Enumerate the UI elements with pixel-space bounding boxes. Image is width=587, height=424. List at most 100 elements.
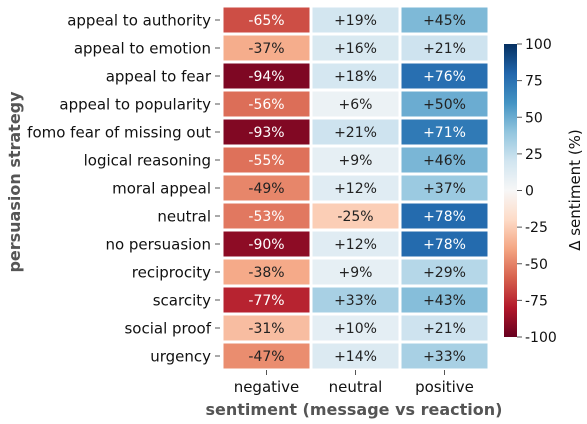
heatmap-cell <box>401 63 488 89</box>
heatmap-cell <box>223 203 310 229</box>
heatmap-cell <box>223 91 310 117</box>
heatmap-cells: -65% +19% +45% -37% +16% +21% -94% +18% +76% -56%… <box>223 7 488 369</box>
colorbar-tick-label: 50 <box>525 110 543 126</box>
heatmap-cell <box>401 91 488 117</box>
colorbar-tick-label: 100 <box>525 37 552 53</box>
colorbar-ticks: 100 75 50 25 0 -25 -50 -75 -100 <box>517 37 557 346</box>
row-label: scarcity <box>153 292 211 310</box>
cell-value-label: +6% <box>339 97 373 113</box>
row-label: appeal to emotion <box>74 40 211 58</box>
heatmap-cell <box>223 147 310 173</box>
cell-value-label: +21% <box>423 321 466 337</box>
heatmap-cell <box>223 35 310 61</box>
heatmap-cell <box>401 343 488 369</box>
cell-value-label: +21% <box>423 41 466 57</box>
heatmap-cell <box>401 119 488 145</box>
cell-value-label: +45% <box>423 13 466 29</box>
heatmap-cell <box>401 147 488 173</box>
row-label: no persuasion <box>105 236 211 254</box>
colorbar-tick-label: 0 <box>525 184 534 200</box>
cell-value-label: +43% <box>423 293 466 309</box>
row-label: appeal to authority <box>67 12 211 30</box>
heatmap-cell <box>312 91 399 117</box>
cell-value-label: +16% <box>334 41 377 57</box>
cell-value-label: -31% <box>248 321 284 337</box>
heatmap-cell <box>223 259 310 285</box>
cell-value-label: +71% <box>423 125 466 141</box>
cell-value-label: -93% <box>248 125 284 141</box>
column-label: neutral <box>329 378 383 396</box>
cell-value-label: -37% <box>248 41 284 57</box>
cell-value-label: +78% <box>423 237 466 253</box>
cell-value-label: -38% <box>248 265 284 281</box>
heatmap-cell <box>312 175 399 201</box>
heatmap-cell <box>401 7 488 33</box>
heatmap-cell <box>312 287 399 313</box>
colorbar-tick-label: -100 <box>525 330 557 346</box>
row-label: social proof <box>124 320 211 338</box>
cell-value-label: +19% <box>334 13 377 29</box>
column-labels: negative neutral positive <box>234 370 474 396</box>
cell-value-label: +78% <box>423 209 466 225</box>
heatmap-cell <box>401 175 488 201</box>
heatmap-cell <box>312 7 399 33</box>
row-label: appeal to fear <box>106 68 212 86</box>
cell-value-label: +29% <box>423 265 466 281</box>
cell-value-label: +10% <box>334 321 377 337</box>
cell-value-label: -55% <box>248 153 284 169</box>
heatmap-cell <box>223 63 310 89</box>
heatmap-cell <box>401 259 488 285</box>
cell-value-label: -53% <box>248 209 284 225</box>
colorbar-tick-label: 25 <box>525 147 543 163</box>
row-label: appeal to popularity <box>59 96 211 114</box>
heatmap-cell <box>312 35 399 61</box>
row-label: logical reasoning <box>84 152 211 170</box>
heatmap-cell <box>401 287 488 313</box>
colorbar-tick-label: -50 <box>525 257 548 273</box>
cell-value-label: +37% <box>423 181 466 197</box>
row-label: urgency <box>150 348 211 366</box>
row-label: neutral <box>157 208 211 226</box>
cell-value-label: +46% <box>423 153 466 169</box>
heatmap-cell <box>223 175 310 201</box>
colorbar-tick-label: -25 <box>525 220 548 236</box>
cell-value-label: -90% <box>248 237 284 253</box>
colorbar-label: Δ sentiment (%) <box>566 129 584 251</box>
heatmap-cell <box>312 119 399 145</box>
heatmap-cell <box>401 315 488 341</box>
cell-value-label: +12% <box>334 181 377 197</box>
cell-value-label: -49% <box>248 181 284 197</box>
row-label: reciprocity <box>132 264 211 282</box>
colorbar: 100 75 50 25 0 -25 -50 -75 -100 Δ sentiment (%) <box>504 37 584 346</box>
cell-value-label: +33% <box>423 349 466 365</box>
column-label: negative <box>234 378 300 396</box>
row-label: fomo fear of missing out <box>27 124 211 142</box>
heatmap-cell <box>312 343 399 369</box>
heatmap-cell <box>401 231 488 257</box>
heatmap-cell <box>312 63 399 89</box>
cell-value-label: +18% <box>334 69 377 85</box>
heatmap-cell <box>223 315 310 341</box>
cell-value-label: +9% <box>339 153 373 169</box>
heatmap-cell <box>312 315 399 341</box>
cell-value-label: -25% <box>337 209 373 225</box>
cell-value-label: +50% <box>423 97 466 113</box>
heatmap-cell <box>223 231 310 257</box>
cell-value-label: +12% <box>334 237 377 253</box>
cell-value-label: +76% <box>423 69 466 85</box>
heatmap-cell <box>312 203 399 229</box>
cell-value-label: +21% <box>334 125 377 141</box>
colorbar-tick-label: 75 <box>525 74 543 90</box>
heatmap-cell <box>223 7 310 33</box>
heatmap-cell <box>401 35 488 61</box>
cell-value-label: +9% <box>339 265 373 281</box>
cell-value-label: -94% <box>248 69 284 85</box>
heatmap-cell <box>223 119 310 145</box>
heatmap-cell <box>312 147 399 173</box>
cell-value-label: +33% <box>334 293 377 309</box>
heatmap-cell <box>312 231 399 257</box>
x-axis-label: sentiment (message vs reaction) <box>206 400 503 419</box>
cell-value-label: -47% <box>248 349 284 365</box>
row-label: moral appeal <box>112 180 211 198</box>
